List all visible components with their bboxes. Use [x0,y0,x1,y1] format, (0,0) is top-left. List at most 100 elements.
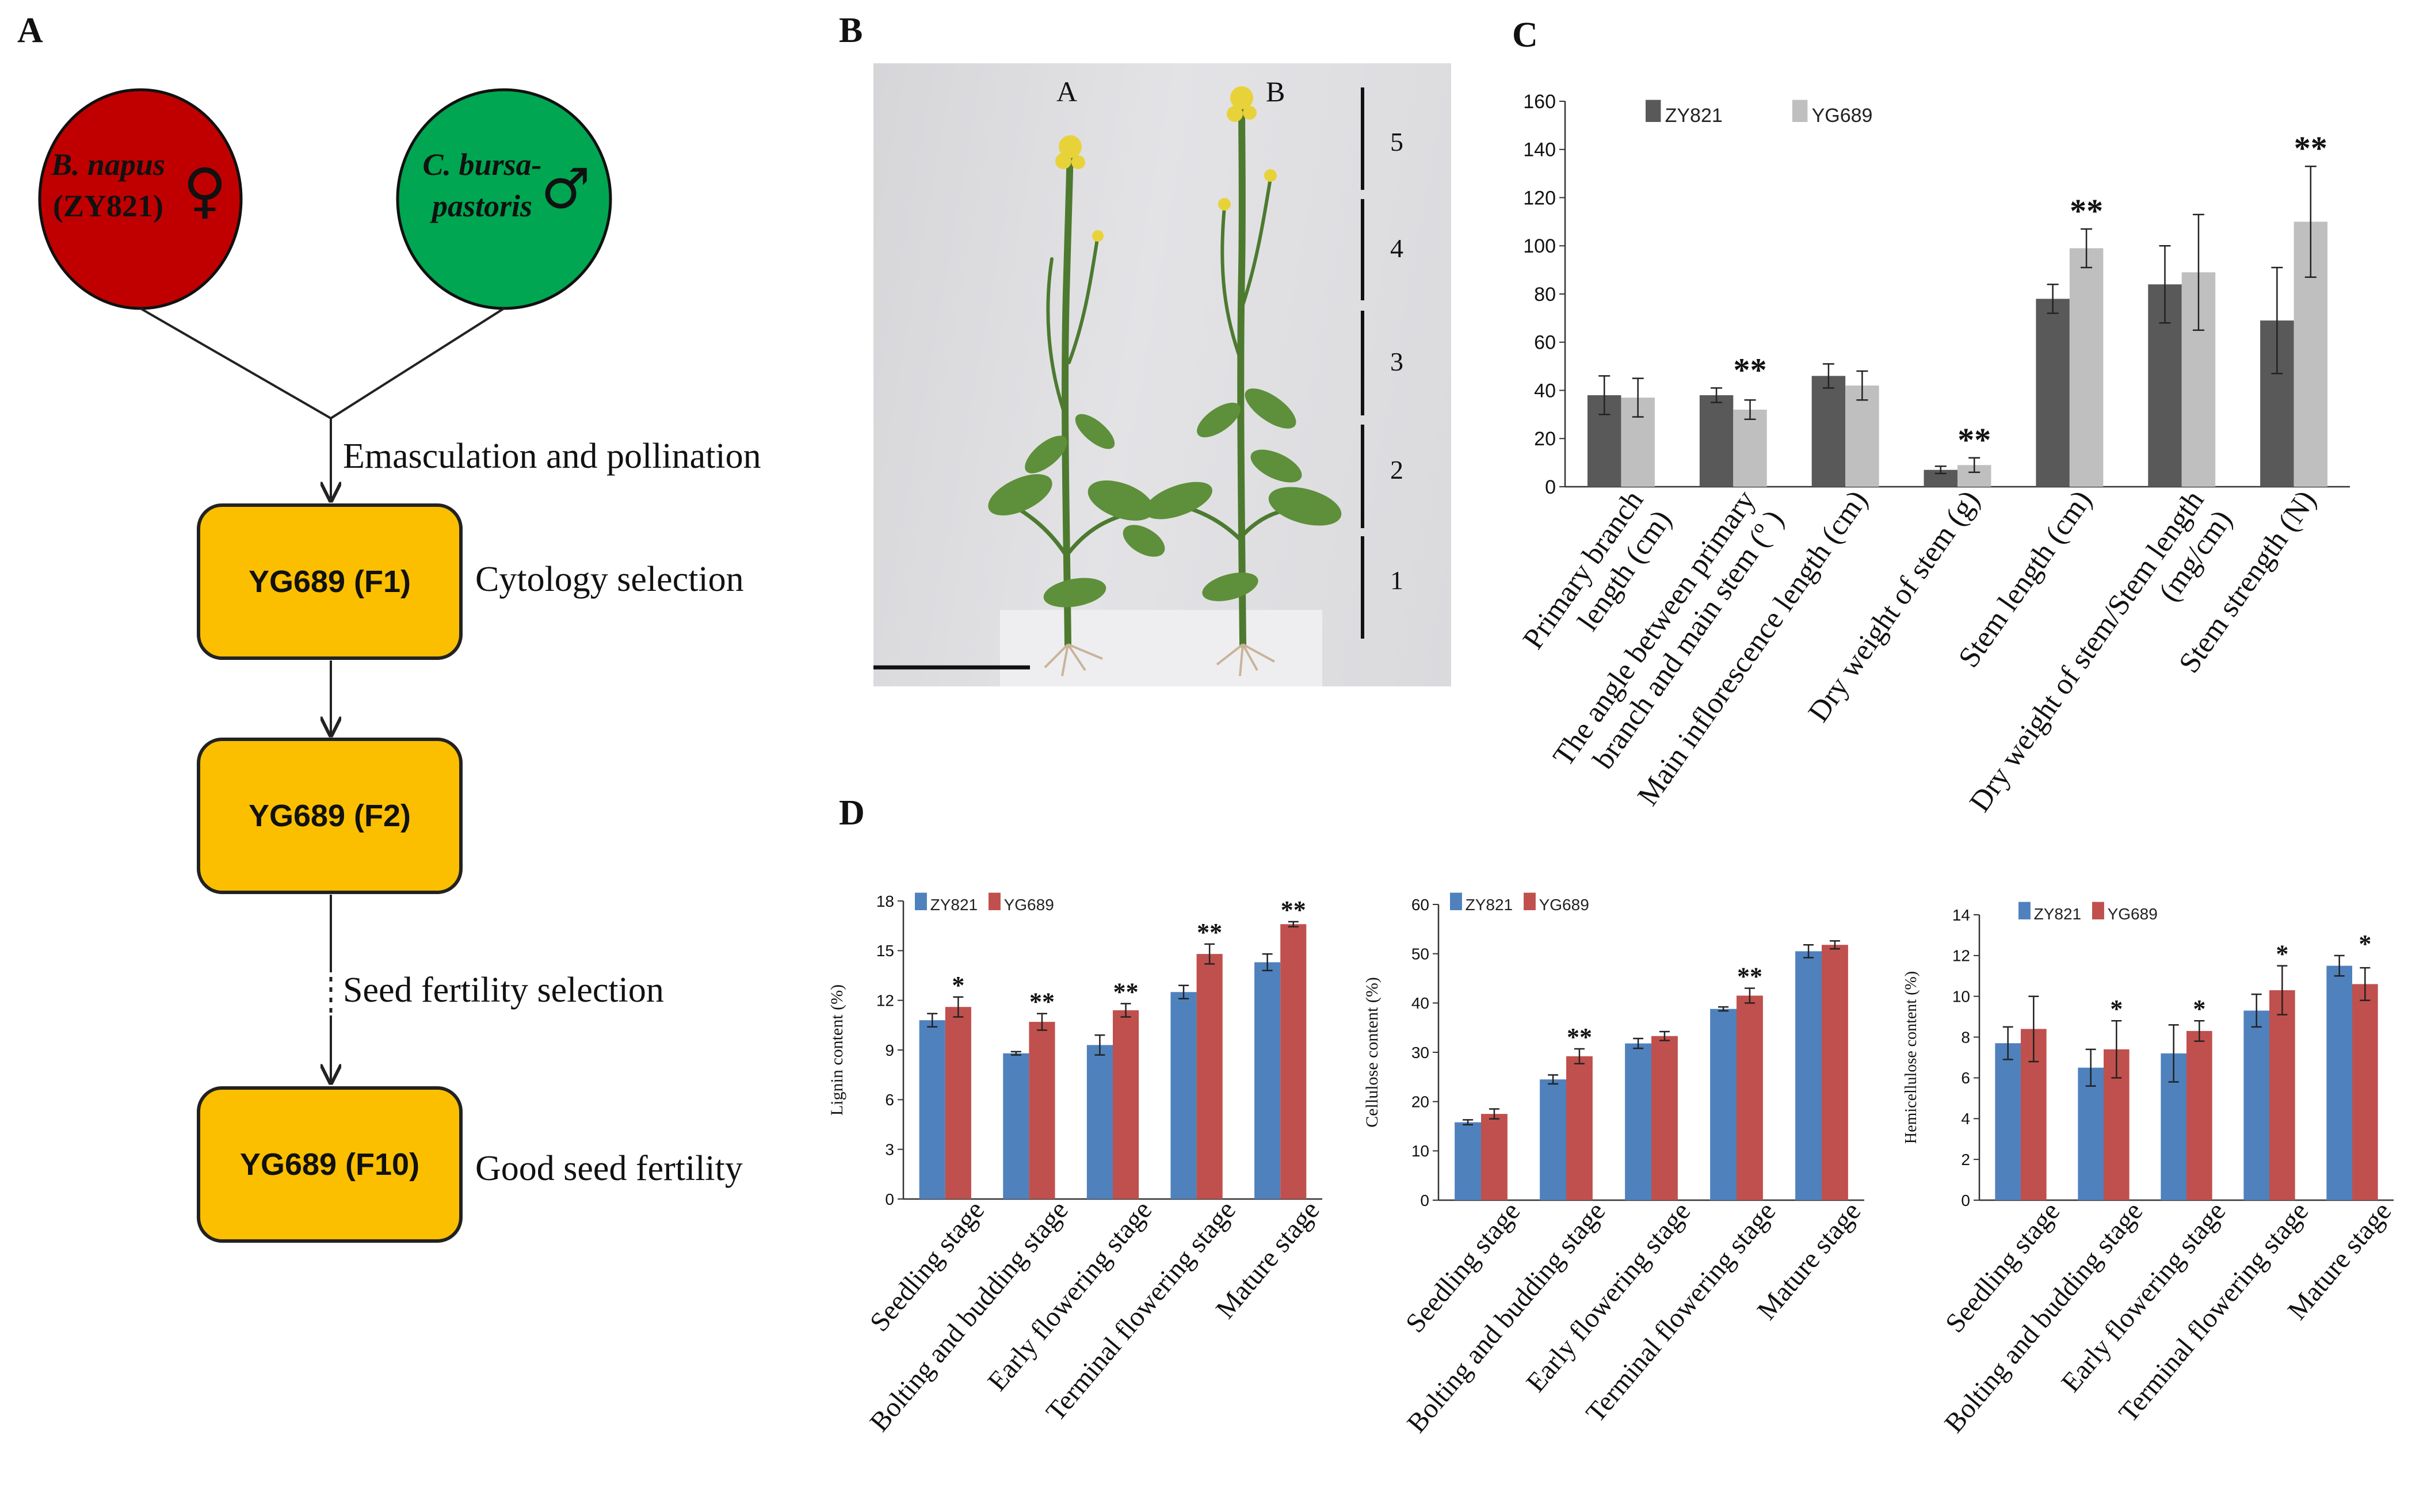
y-tick-label: 140 [1523,139,1556,161]
bar-yg689-stem-length-cm [2069,248,2104,487]
legend-label-zy821: ZY821 [1466,896,1513,914]
y-tick-label: 6 [1961,1069,1970,1087]
bar-yg689-terminal-flowering-stage [1737,995,1763,1200]
y-tick-label: 6 [885,1091,894,1109]
significance-marker: * [2359,930,2371,958]
y-tick-label: 120 [1523,187,1556,209]
legend-swatch-yg689 [989,892,1001,910]
y-tick-label: 30 [1411,1044,1429,1062]
y-tick-label: 8 [1961,1028,1970,1046]
legend-label-zy821: ZY821 [1665,105,1723,127]
parent-male-species-1: C. bursa- [422,147,542,182]
scale-mark-3: 3 [1390,347,1403,376]
significance-marker: ** [1113,978,1139,1006]
plant-a [1003,146,1135,648]
parent-male-label: C. bursa- pastoris [407,144,557,227]
plant-a-leaves [988,414,1165,608]
y-tick-label: 80 [1534,284,1556,306]
significance-marker: ** [1957,421,1991,459]
plant-a-flowers [1055,135,1104,242]
scale-mark-4: 4 [1390,234,1403,263]
bar-yg689-mature-stage [1280,924,1307,1199]
bar-yg689-main-inflorescence-length-cm [1845,385,1879,487]
bar-zy821-main-inflorescence-length-cm [1811,376,1846,487]
bar-zy821-mature-stage [1254,962,1281,1199]
bar-yg689-terminal-flowering-stage [2269,990,2295,1200]
male-symbol: ♂ [541,156,591,221]
bar-zy821-early-flowering-stage [1625,1043,1651,1200]
bar-zy821-bolting-and-budding-stage [1003,1053,1029,1199]
x-tick-label-early-flowering-stage: Early flowering stage [1520,1196,1696,1398]
plant-b-label: B [1266,75,1285,108]
panel-label-a: A [17,11,43,50]
bar-zy821-terminal-flowering-stage [2243,1010,2269,1200]
y-tick-label: 18 [876,892,894,910]
legend-swatch-yg689 [1792,100,1808,122]
bar-zy821-the-angle-between-primary-branch-and-main-stem [1699,395,1734,487]
step-emasculation: Emasculation and pollination [343,437,761,476]
bar-zy821-bolting-and-budding-stage [2078,1067,2104,1200]
y-tick-label: 40 [1534,380,1556,402]
panel-label-c: C [1512,16,1538,55]
x-tick-label-early-flowering-stage: Early flowering stage [982,1195,1158,1397]
x-tick-label-early-flowering-stage: Early flowering stage [2055,1196,2231,1398]
y-axis-title: Lignin content (%) [827,984,846,1116]
parent-female-species: B. napus [51,147,166,182]
female-symbol: ♀ [183,155,227,226]
y-tick-label: 20 [1534,428,1556,450]
bar-zy821-seedling-stage [919,1020,945,1199]
plant-b-flowers [1218,86,1277,211]
panel-label-b: B [839,11,863,50]
significance-marker: ** [2070,192,2103,230]
bar-yg689-seedling-stage [945,1007,971,1199]
bar-yg689-bolting-and-budding-stage [1566,1056,1593,1200]
x-tick-label-line: Early flowering stage [982,1195,1158,1397]
parent-male-species-2: pastoris [432,189,533,223]
y-tick-label: 50 [1411,945,1429,963]
note-cytology: Cytology selection [475,560,744,599]
plant-photo: A B 5 4 3 2 1 [873,63,1451,686]
significance-marker: * [2193,995,2205,1023]
y-tick-label: 12 [1952,947,1970,965]
y-tick-label: 2 [1961,1151,1970,1169]
legend-label-zy821: ZY821 [2034,905,2082,923]
note-good-fertility: Good seed fertility [475,1149,743,1188]
bar-zy821-stem-length-cm [2036,299,2070,487]
legend-swatch-zy821 [2018,902,2031,919]
y-tick-label: 60 [1411,896,1429,914]
plant-photo-drawing [873,86,1364,686]
box-f10: YG689 (F10) [197,1086,463,1243]
bar-zy821-terminal-flowering-stage [1170,992,1197,1199]
scale-mark-5: 5 [1390,127,1403,156]
photo-floor [1000,610,1322,686]
y-tick-label: 100 [1523,235,1556,257]
box-f1: YG689 (F1) [197,503,463,660]
bar-yg689-mature-stage [2352,984,2378,1200]
legend-swatch-zy821 [915,892,927,910]
plant-b-leaves [1144,388,1342,601]
scale-mark-2: 2 [1390,455,1403,484]
legend-swatch-yg689 [2092,902,2104,919]
legend-label-yg689: YG689 [1539,896,1589,914]
y-tick-label: 0 [885,1190,894,1208]
bar-zy821-early-flowering-stage [1086,1045,1113,1199]
cross-line-left [140,307,331,419]
bar-yg689-early-flowering-stage [2186,1030,2212,1200]
legend-label-yg689: YG689 [1812,105,1873,127]
y-tick-label: 160 [1523,91,1556,113]
plant-a-label: A [1056,75,1078,108]
significance-marker: ** [1197,918,1222,946]
bar-zy821-mature-stage [2326,965,2352,1200]
box-f2: YG689 (F2) [197,738,463,894]
legend-label-zy821: ZY821 [930,896,978,914]
y-tick-label: 0 [1420,1192,1429,1209]
significance-marker: * [952,971,964,999]
y-tick-label: 12 [876,991,894,1009]
y-tick-label: 40 [1411,994,1429,1012]
x-tick-label-line: Early flowering stage [2055,1196,2231,1398]
parent-female-line: (ZY821) [53,189,163,223]
y-tick-label: 0 [1545,476,1556,498]
legend-label-yg689: YG689 [1004,896,1054,914]
